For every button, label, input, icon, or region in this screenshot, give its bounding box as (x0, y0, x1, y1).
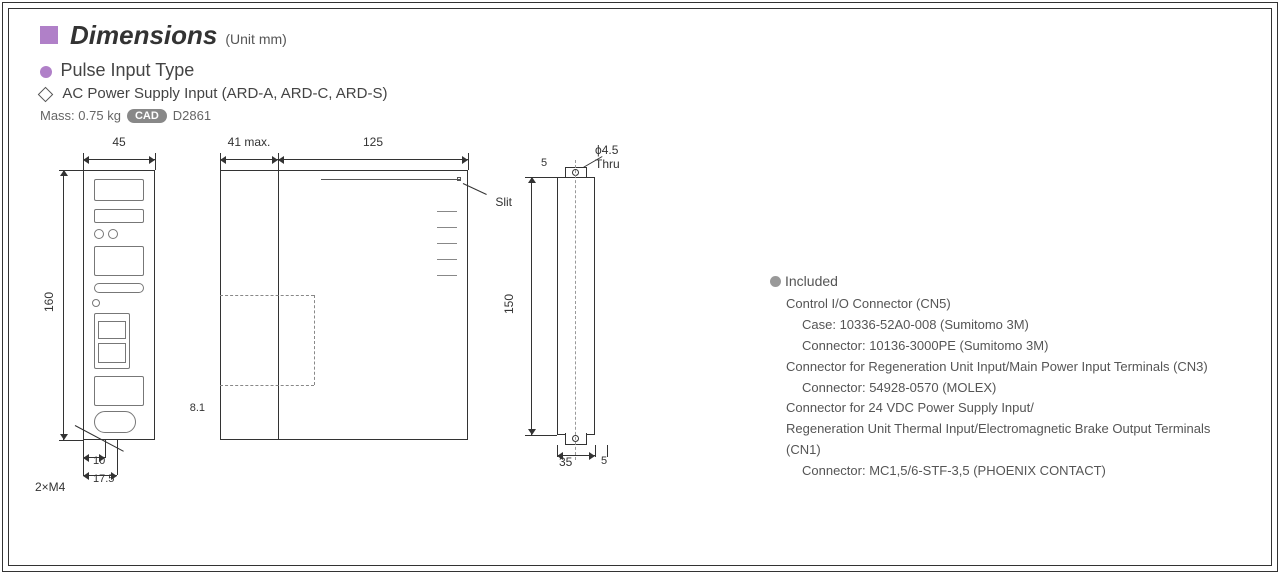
circle-bullet-icon (40, 66, 52, 78)
included-line-1: Case: 10336-52A0-008 (Sumitomo 3M) (770, 315, 1210, 336)
included-line-6: Regeneration Unit Thermal Input/Electrom… (770, 419, 1210, 440)
dim-35: 35 (559, 455, 572, 469)
included-line-7: (CN1) (770, 440, 1210, 461)
included-line-2: Connector: 10136-3000PE (Sumitomo 3M) (770, 336, 1210, 357)
included-line-8: Connector: MC1,5/6-STF-3,5 (PHOENIX CONT… (770, 461, 1210, 482)
cad-code: D2861 (173, 108, 211, 123)
dim-10: 10 (93, 455, 105, 467)
mass-label: Mass: 0.75 kg (40, 108, 121, 123)
included-line-4: Connector: 54928-0570 (MOLEX) (770, 378, 1210, 399)
mount-body-outline (557, 177, 595, 435)
included-line-3: Connector for Regeneration Unit Input/Ma… (770, 357, 1210, 378)
included-line-0: Control I/O Connector (CN5) (770, 294, 1210, 315)
dim-arrow-h (83, 159, 155, 160)
dim-5-top: 5 (541, 157, 547, 169)
diamond-bullet-icon (38, 86, 54, 102)
dim-150: 150 (502, 294, 516, 314)
included-header: Included (785, 270, 838, 292)
square-bullet-icon (40, 26, 58, 44)
side-front-outline (220, 170, 278, 440)
dim-depth-41: 41 max. (220, 135, 278, 149)
grey-circle-icon (770, 276, 781, 287)
slit-label: Slit (495, 195, 512, 209)
header: Dimensions (Unit mm) (40, 20, 287, 51)
pulse-input-label: Pulse Input Type (60, 60, 194, 80)
label-2m4: 2×M4 (35, 480, 65, 494)
dim-height-160: 160 (42, 292, 56, 312)
unit-text: (Unit mm) (225, 31, 286, 47)
included-line-5: Connector for 24 VDC Power Supply Input/ (770, 398, 1210, 419)
center-line (575, 160, 576, 460)
ac-power-row: AC Power Supply Input (ARD-A, ARD-C, ARD… (40, 85, 387, 102)
front-panel-outline (83, 170, 155, 440)
dim-17-5: 17.5 (93, 473, 114, 485)
subheader-row: Pulse Input Type (40, 60, 194, 81)
models-label: (ARD-A, ARD-C, ARD-S) (222, 85, 388, 102)
included-section: Included Control I/O Connector (CN5) Cas… (770, 270, 1210, 482)
dim-depth-125: 125 (278, 135, 468, 149)
mount-view: ϕ4.5 Thru 5 150 35 5 (525, 135, 635, 495)
front-view: 45 160 2×M4 8.1 (45, 135, 175, 495)
mass-row: Mass: 0.75 kg CAD D2861 (40, 108, 211, 123)
ac-power-label: AC Power Supply Input (62, 85, 217, 102)
side-view: 41 max. 125 Slit (210, 135, 490, 495)
dimensions-title: Dimensions (70, 20, 217, 51)
dim-height-160-col: 160 (45, 170, 75, 440)
side-panel-outline (278, 170, 468, 440)
dim-8-1: 8.1 (190, 402, 205, 414)
cad-badge: CAD (127, 109, 167, 123)
dim-width-45: 45 (83, 135, 155, 149)
drawings-container: 45 160 2×M4 8.1 (45, 135, 635, 495)
